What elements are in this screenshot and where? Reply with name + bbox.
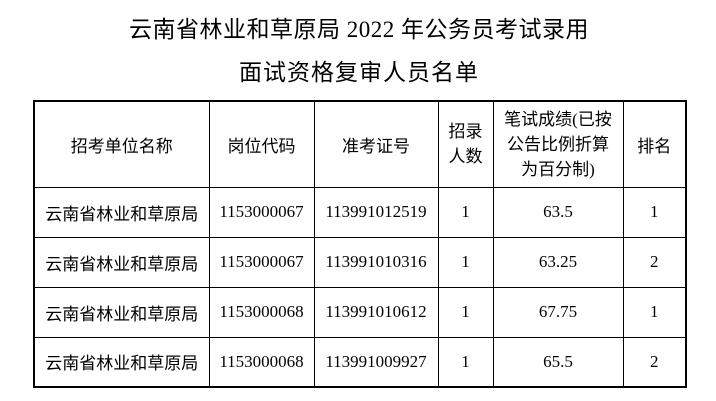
- document-title: 云南省林业和草原局 2022 年公务员考试录用 面试资格复审人员名单: [33, 0, 685, 87]
- ticket-number-cell: 113991010612: [313, 286, 439, 338]
- rank-cell: 1: [622, 286, 687, 338]
- recruit-count-cell: 1: [437, 236, 494, 288]
- position-code-cell: 1153000067: [208, 186, 315, 238]
- page-title-line2: 面试资格复审人员名单: [239, 60, 479, 85]
- table-row: 云南省林业和草原局 1153000068 113991010612 1 67.7…: [33, 286, 687, 338]
- page-title-line1: 云南省林业和草原局 2022 年公务员考试录用: [129, 17, 589, 42]
- position-code-cell: 1153000067: [208, 236, 315, 288]
- unit-name-cell: 云南省林业和草原局: [33, 236, 210, 288]
- written-score-cell: 65.5: [492, 336, 624, 388]
- ticket-number-cell: 113991012519: [313, 186, 439, 238]
- header-written-score: 笔试成绩(已按 公告比例折算 为百分制): [492, 100, 624, 188]
- candidate-roster-table: 招考单位名称 岗位代码 准考证号 招录 人数 笔试成绩(已按 公告比例折算 为百…: [33, 100, 687, 388]
- header-position-code: 岗位代码: [208, 100, 315, 188]
- recruit-count-cell: 1: [437, 286, 494, 338]
- unit-name-cell: 云南省林业和草原局: [33, 336, 210, 388]
- table-header-row: 招考单位名称 岗位代码 准考证号 招录 人数 笔试成绩(已按 公告比例折算 为百…: [33, 100, 687, 188]
- ticket-number-cell: 113991009927: [313, 336, 439, 388]
- unit-name-cell: 云南省林业和草原局: [33, 186, 210, 238]
- table-row: 云南省林业和草原局 1153000068 113991009927 1 65.5…: [33, 336, 687, 388]
- header-rank: 排名: [622, 100, 687, 188]
- written-score-cell: 63.5: [492, 186, 624, 238]
- position-code-cell: 1153000068: [208, 336, 315, 388]
- header-unit-name: 招考单位名称: [33, 100, 210, 188]
- rank-cell: 2: [622, 236, 687, 288]
- written-score-cell: 63.25: [492, 236, 624, 288]
- header-ticket-number: 准考证号: [313, 100, 439, 188]
- ticket-number-cell: 113991010316: [313, 236, 439, 288]
- recruit-count-cell: 1: [437, 336, 494, 388]
- written-score-cell: 67.75: [492, 286, 624, 338]
- header-recruit-count: 招录 人数: [437, 100, 494, 188]
- table-row: 云南省林业和草原局 1153000067 113991012519 1 63.5…: [33, 186, 687, 238]
- unit-name-cell: 云南省林业和草原局: [33, 286, 210, 338]
- recruit-count-cell: 1: [437, 186, 494, 238]
- position-code-cell: 1153000068: [208, 286, 315, 338]
- table-row: 云南省林业和草原局 1153000067 113991010316 1 63.2…: [33, 236, 687, 288]
- rank-cell: 1: [622, 186, 687, 238]
- rank-cell: 2: [622, 336, 687, 388]
